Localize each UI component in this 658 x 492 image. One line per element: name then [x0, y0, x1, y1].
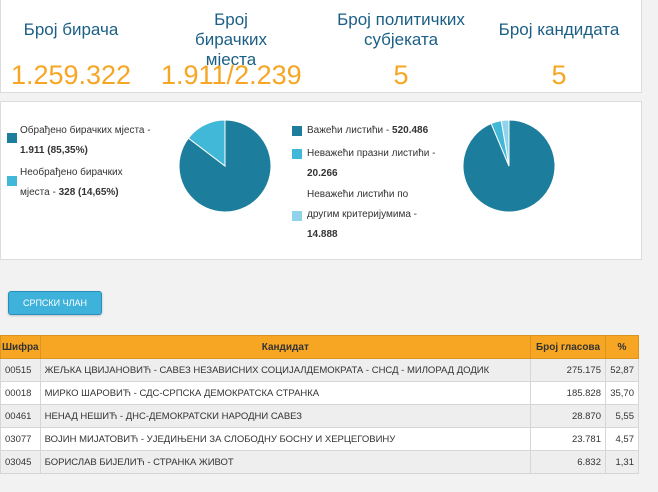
stat-voters-label: Број бирача — [23, 20, 119, 39]
cell-votes: 6.832 — [530, 450, 606, 474]
legend-processed: Обрађено бирачких мјеста - 1.911 (85,35%… — [7, 121, 167, 161]
cell-code: 00461 — [0, 404, 41, 428]
stat-political-subjects-value: 5 — [393, 60, 409, 90]
pie-slice-unprocessed — [187, 119, 226, 168]
cell-percent: 1,31 — [605, 450, 639, 474]
polling-stations-pie-chart — [178, 119, 272, 213]
cell-code: 03077 — [0, 427, 41, 451]
cell-percent: 35,70 — [605, 381, 639, 405]
table-row: 00461 НЕНАД НЕШИЋ - ДНС-ДЕМОКРАТСКИ НАРОД… — [0, 404, 639, 428]
table-row: 00515 ЖЕЉКА ЦВИЈАНОВИЋ - САВЕЗ НЕЗАВИСНИХ… — [0, 358, 639, 382]
cell-votes: 23.781 — [530, 427, 606, 451]
legend-processed-label: Обрађено бирачких мјеста - — [20, 125, 151, 136]
legend-other-label1: Неважећи листићи по — [307, 189, 409, 200]
legend-unprocessed-swatch — [7, 176, 17, 186]
cell-candidate: ЖЕЉКА ЦВИЈАНОВИЋ - САВЕЗ НЕЗАВИСНИХ СОЦИ… — [39, 358, 532, 382]
legend-other-label2: другим критеријумима - — [307, 209, 417, 220]
cell-candidate: МИРКО ШАРОВИЋ - СДС-СРПСКА ДЕМОКРАТСКА С… — [39, 381, 532, 405]
table-header-row: Шифра Кандидат Број гласова % — [0, 335, 639, 359]
cell-code: 00515 — [0, 358, 41, 382]
legend-other-value: 14.888 — [307, 229, 338, 240]
legend-unprocessed: Необрађено бирачких мјеста - 328 (14,65%… — [7, 163, 167, 203]
pie-slice-other — [500, 119, 510, 167]
header-candidate[interactable]: Кандидат — [39, 335, 532, 359]
cell-percent: 5,55 — [605, 404, 639, 428]
cell-candidate: ВОЈИН МИЈАТОВИЋ - УЈЕДИЊЕНИ ЗА СЛОБОДНУ … — [39, 427, 532, 451]
cell-votes: 275.175 — [530, 358, 606, 382]
stat-voters-value: 1.259.322 — [10, 60, 132, 90]
ballots-pie-chart — [462, 119, 556, 213]
stat-polling-stations: Број бирачких мјеста 1.911/2.239 — [161, 0, 302, 90]
legend-unprocessed-label1: Необрађено бирачких — [20, 167, 123, 178]
legend-processed-value: 1.911 (85,35%) — [20, 145, 88, 156]
stats-panel: Број бирача 1.259.322 Број бирачких мјес… — [0, 0, 642, 93]
legend-processed-swatch — [7, 133, 17, 143]
stat-voters: Број бирача 1.259.322 — [1, 0, 141, 90]
results-table: Шифра Кандидат Број гласова % 00515 ЖЕЉКА… — [0, 335, 639, 474]
legend-blank-value: 20.266 — [307, 168, 338, 179]
cell-candidate: БОРИСЛАВ БИЈЕЛИЋ - СТРАНКА ЖИВОТ — [39, 450, 532, 474]
cell-candidate: НЕНАД НЕШИЋ - ДНС-ДЕМОКРАТСКИ НАРОДНИ СА… — [39, 404, 532, 428]
legend-valid-label: Важећи листићи - — [307, 125, 393, 136]
stat-polling-stations-label: Број бирачких мјеста — [194, 10, 268, 69]
legend-valid: Важећи листићи - 520.486 — [292, 121, 462, 141]
cell-code: 00018 — [0, 381, 41, 405]
cell-code: 03045 — [0, 450, 41, 474]
stat-political-subjects: Број политичких субјеката 5 — [331, 0, 471, 90]
table-row: 03045 БОРИСЛАВ БИЈЕЛИЋ - СТРАНКА ЖИВОТ 6.8… — [0, 450, 639, 474]
stat-candidates-value: 5 — [551, 60, 567, 90]
stat-political-subjects-label: Број политичких субјеката — [337, 10, 465, 49]
legend-other-swatch — [292, 211, 302, 221]
cell-percent: 4,57 — [605, 427, 639, 451]
cell-votes: 185.828 — [530, 381, 606, 405]
legend-blank-label: Неважећи празни листићи - — [307, 148, 436, 159]
legend-blank: Неважећи празни листићи - 20.266 — [292, 144, 462, 184]
stat-candidates-label: Број кандидата — [498, 20, 620, 39]
header-votes[interactable]: Број гласова — [530, 335, 606, 359]
legend-unprocessed-label2: мјеста - — [20, 187, 59, 198]
legend-other: Неважећи листићи по другим критеријумима… — [292, 185, 462, 245]
header-percent[interactable]: % — [605, 335, 639, 359]
stat-polling-stations-value: 1.911/2.239 — [161, 60, 302, 90]
table-row: 03077 ВОЈИН МИЈАТОВИЋ - УЈЕДИЊЕНИ ЗА СЛОБ… — [0, 427, 639, 451]
cell-votes: 28.870 — [530, 404, 606, 428]
legend-blank-swatch — [292, 149, 302, 159]
legend-unprocessed-value: 328 (14,65%) — [58, 187, 119, 198]
legend-valid-swatch — [292, 126, 302, 136]
summary-panel: Обрађено бирачких мјеста - 1.911 (85,35%… — [0, 101, 642, 260]
legend-valid-value: 520.486 — [392, 125, 429, 136]
header-code[interactable]: Шифра — [0, 335, 41, 359]
party-filter-button[interactable]: СРПСКИ ЧЛАН — [8, 291, 102, 315]
cell-percent: 52,87 — [605, 358, 639, 382]
table-row: 00018 МИРКО ШАРОВИЋ - СДС-СРПСКА ДЕМОКРАТ… — [0, 381, 639, 405]
stat-candidates: Број кандидата 5 — [489, 0, 629, 90]
